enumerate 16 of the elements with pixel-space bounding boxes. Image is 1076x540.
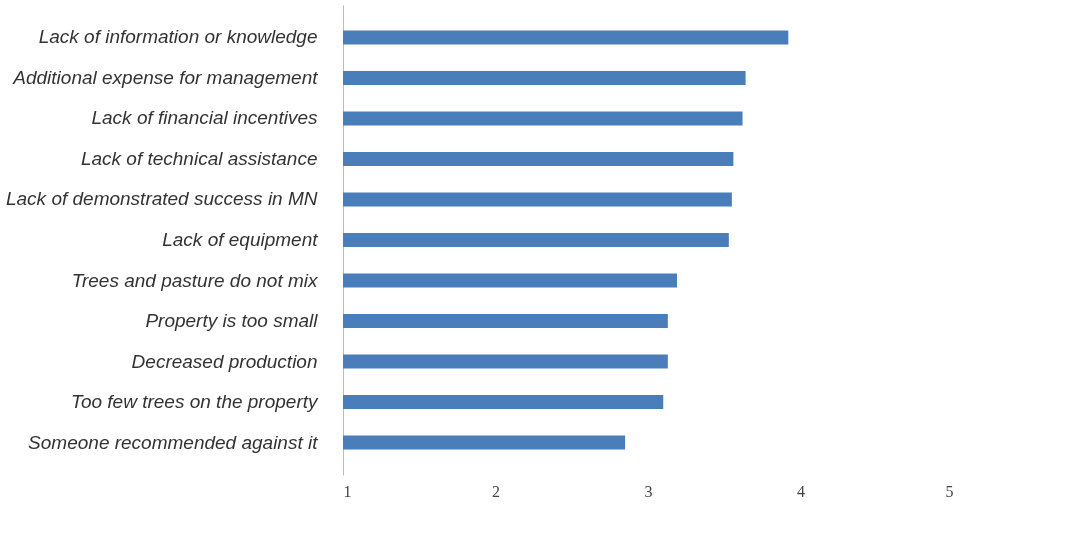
y-tick-label: Lack of financial incentives	[91, 107, 318, 129]
x-tick-label: 5	[945, 482, 954, 500]
x-tick-label: 3	[644, 482, 653, 500]
y-tick-label: Lack of information or knowledge	[38, 26, 318, 48]
y-tick-label: Too few trees on the property	[71, 391, 319, 413]
y-tick-label: Trees and pasture do not mix	[71, 269, 319, 291]
x-tick-label: 4	[797, 482, 805, 500]
y-tick-label: Additional expense for management	[12, 66, 319, 88]
y-tick-label: Lack of equipment	[162, 229, 319, 250]
y-tick-label: Lack of technical assistance	[80, 147, 318, 169]
x-tick-label: 1	[343, 482, 352, 500]
y-tick-label: Property is too small	[145, 310, 319, 332]
y-tick-label: Someone recommended against it	[28, 431, 319, 453]
x-tick-label: 2	[492, 482, 500, 500]
y-tick-label: Decreased production	[131, 350, 318, 372]
y-tick-label: Lack of demonstrated success in MN	[5, 188, 318, 210]
